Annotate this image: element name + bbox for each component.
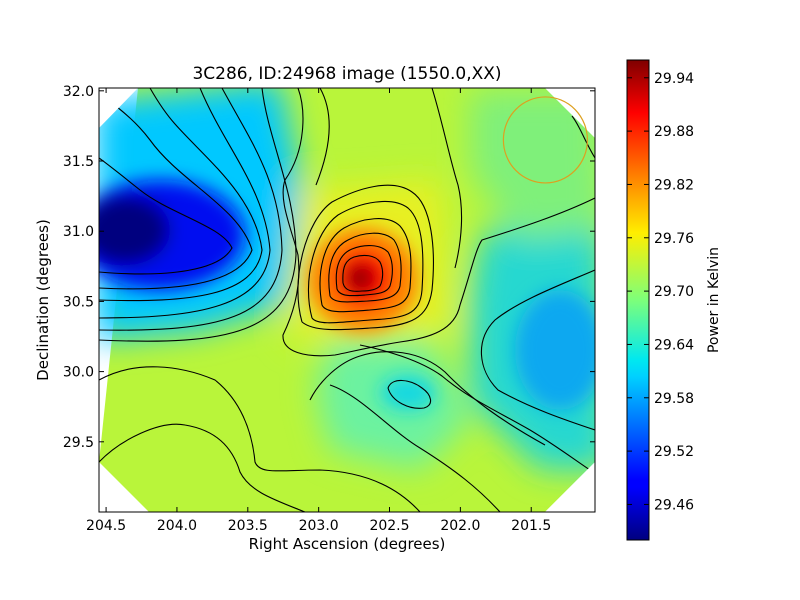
mask-top-left: [99, 88, 138, 128]
contour-line: [282, 88, 595, 357]
contour-line: [307, 201, 424, 324]
y-tick-label: 31.5: [63, 154, 94, 170]
x-tick-label: 202.5: [369, 518, 409, 534]
colorbar-tick-label: 29.46: [654, 497, 694, 513]
contour-line: [480, 269, 595, 431]
x-axis-label: Right Ascension (degrees): [249, 535, 446, 553]
heatmap-cores: [99, 180, 595, 411]
plot-area: [99, 88, 595, 512]
mask-bottom-right: [545, 462, 595, 512]
contour-line: [329, 384, 501, 512]
colorbar-tick-label: 29.58: [654, 391, 694, 407]
contour-line: [297, 184, 434, 331]
x-tick-label: 204.0: [157, 518, 197, 534]
heatmap-dark-peak: [346, 264, 374, 292]
contour-line: [335, 245, 393, 297]
contour-line: [328, 232, 402, 303]
contour-line: [99, 366, 421, 512]
heatmap-blue-sky: [515, 290, 595, 410]
y-tick-label: 30.0: [63, 365, 94, 381]
y-tick-label: 32.0: [63, 84, 94, 100]
colorbar: [626, 59, 650, 541]
colorbar-tick-label: 29.64: [654, 337, 694, 353]
contour-lines: [99, 88, 595, 512]
heatmap-cool-top-right: [470, 90, 595, 240]
colorbar-tick-label: 29.88: [654, 124, 694, 140]
contour-line: [99, 88, 271, 319]
x-tick-label: 201.5: [511, 518, 551, 534]
colorbar-tick-label: 29.94: [654, 71, 694, 87]
contour-line: [319, 218, 412, 313]
contour-line: [99, 157, 233, 275]
y-axis-label: Declination (degrees): [34, 219, 52, 381]
contour-line: [99, 88, 283, 331]
mask-bottom-left: [99, 462, 149, 512]
x-tick-label: 204.5: [86, 518, 126, 534]
contour-line: [571, 115, 595, 159]
contour-line: [431, 88, 463, 269]
colorbar-tick-label: 29.52: [654, 444, 694, 460]
contour-line: [99, 423, 306, 512]
heatmap-blue-deep: [99, 195, 170, 265]
contour-line: [99, 88, 297, 342]
y-axis: 29.5 30.0 30.5 31.0 31.5 32.0: [63, 84, 595, 451]
colorbar-tick-label: 29.70: [654, 284, 694, 300]
plot-frame: [98, 87, 596, 513]
contour-line: [99, 99, 253, 290]
contour-line: [309, 351, 546, 446]
x-tick-label: 203.5: [228, 518, 268, 534]
y-tick-label: 30.5: [63, 294, 94, 310]
y-tick-label: 31.0: [63, 224, 94, 240]
x-tick-label: 202.0: [440, 518, 480, 534]
colorbar-tick-label: 29.76: [654, 231, 694, 247]
contour-line: [99, 88, 263, 302]
y-tick-label: 29.5: [63, 435, 94, 451]
colorbar-label: Power in Kelvin: [706, 247, 722, 353]
contour-line: [387, 379, 432, 409]
mask-top-right: [545, 88, 595, 138]
contour-line: [315, 88, 330, 186]
x-axis: 204.5 204.0 203.5 203.0 202.5 202.0 201.5: [86, 88, 551, 534]
contour-line: [342, 254, 384, 292]
x-tick-label: 203.0: [299, 518, 339, 534]
colorbar-tick-label: 29.82: [654, 177, 694, 193]
beam-circle-marker: [502, 96, 589, 184]
chart-title: 3C286, ID:24968 image (1550.0,XX): [192, 64, 501, 84]
heatmap-cyan-dip: [380, 375, 436, 411]
colorbar-ticks: 29.46 29.52 29.58 29.64 29.70 29.76 29.82 29.88…: [627, 71, 694, 513]
